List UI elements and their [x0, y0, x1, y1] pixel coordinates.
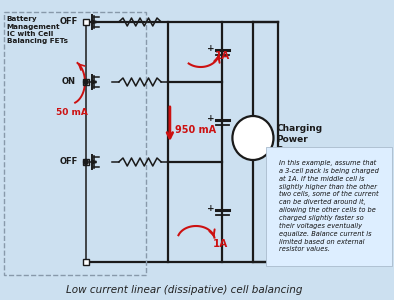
Text: +: + [248, 125, 258, 139]
Bar [83, 19, 89, 25]
FancyArrow shape [91, 160, 96, 164]
Text: +: + [207, 204, 215, 213]
Bar [83, 159, 89, 165]
Circle shape [84, 80, 88, 85]
Text: −: − [247, 139, 259, 154]
Text: Battery
Management
IC with Cell
Balancing FETs: Battery Management IC with Cell Balancin… [7, 16, 67, 44]
FancyArrow shape [91, 80, 96, 83]
Circle shape [84, 160, 88, 164]
Text: ON: ON [62, 77, 76, 86]
Text: +: + [207, 114, 215, 123]
Text: 1A: 1A [213, 239, 228, 249]
Bar [83, 79, 89, 85]
Text: In this example, assume that
a 3-cell pack is being charged
at 1A. If the middle: In this example, assume that a 3-cell pa… [279, 160, 379, 252]
Text: Low current linear (dissipative) cell balancing: Low current linear (dissipative) cell ba… [66, 285, 302, 295]
Text: 1A: 1A [215, 51, 230, 61]
Text: OFF: OFF [60, 17, 78, 26]
Text: 950 mA: 950 mA [175, 125, 216, 135]
Circle shape [232, 116, 273, 160]
Bar [83, 259, 89, 265]
FancyArrow shape [91, 20, 96, 23]
Text: 50 mA: 50 mA [56, 108, 88, 117]
Text: OFF: OFF [60, 158, 78, 166]
Bar [4, 12, 146, 275]
Text: Charging
Power
Source: Charging Power Source [276, 124, 322, 155]
Text: +: + [207, 44, 215, 53]
